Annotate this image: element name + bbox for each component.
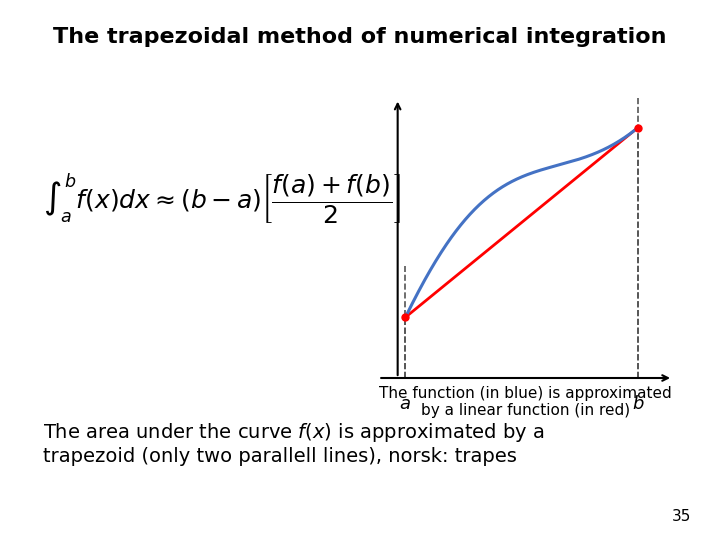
Text: The trapezoidal method of numerical integration: The trapezoidal method of numerical inte…	[53, 27, 667, 47]
Text: $a$: $a$	[400, 395, 411, 413]
Text: 35: 35	[672, 509, 691, 524]
Text: $b$: $b$	[631, 395, 644, 413]
Text: The area under the curve $f(x)$ is approximated by a
trapezoid (only two paralle: The area under the curve $f(x)$ is appro…	[43, 421, 545, 466]
Text: $\int_a^b f(x)dx \approx (b-a)\left[\dfrac{f(a)+f(b)}{2}\right]$: $\int_a^b f(x)dx \approx (b-a)\left[\dfr…	[43, 172, 401, 227]
Text: The function (in blue) is approximated
by a linear function (in red): The function (in blue) is approximated b…	[379, 386, 672, 418]
